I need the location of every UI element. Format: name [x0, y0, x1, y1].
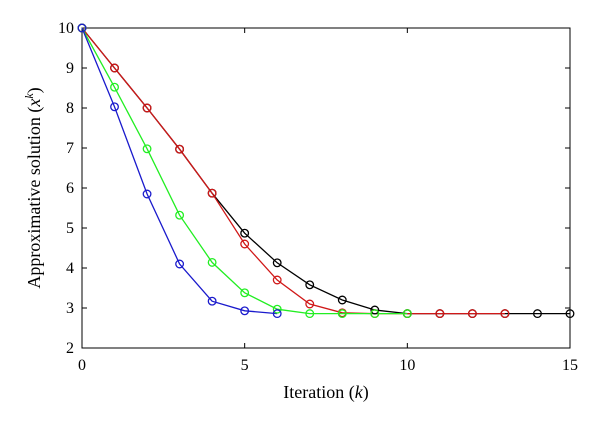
data-point: [207, 257, 217, 267]
data-point: [175, 144, 185, 154]
y-tick-label: 2: [66, 340, 74, 357]
x-axis-title: Iteration (k): [283, 382, 368, 403]
data-point: [337, 309, 347, 319]
data-point: [110, 82, 119, 92]
x-tick-label: 15: [562, 357, 578, 374]
y-tick-label: 7: [66, 140, 74, 157]
data-point: [110, 102, 119, 112]
series-line: [81, 27, 408, 315]
y-tick-label: 3: [66, 300, 74, 317]
data-point: [533, 309, 542, 319]
plot-frame: [81, 27, 571, 349]
y-tick-label: 6: [66, 180, 74, 197]
data-point: [305, 299, 315, 309]
data-point: [337, 295, 347, 305]
y-axis-title: Approximative solution (xk): [22, 87, 45, 288]
y-tick-label: 10: [58, 20, 74, 37]
series-layer: [81, 27, 570, 315]
x-tick-label: 10: [399, 357, 415, 374]
data-point: [272, 258, 282, 268]
data-point: [435, 309, 445, 319]
y-tick-label: 5: [66, 220, 74, 237]
data-point: [272, 304, 282, 314]
data-point: [467, 309, 477, 319]
data-point: [175, 210, 185, 220]
data-point: [142, 103, 152, 113]
y-tick-label: 8: [66, 100, 74, 117]
data-point: [142, 144, 152, 154]
series-line: [81, 27, 570, 315]
y-tick-label: 4: [66, 260, 74, 277]
data-point: [240, 239, 250, 249]
data-point: [110, 63, 119, 73]
x-tick-label: 0: [78, 357, 86, 374]
data-point: [240, 288, 250, 298]
y-tick-label: 9: [66, 60, 74, 77]
data-point: [175, 259, 185, 269]
data-point: [207, 188, 217, 198]
data-point: [370, 305, 380, 315]
series-line: [81, 27, 505, 315]
series-line: [81, 27, 278, 315]
data-point: [305, 280, 315, 290]
axis-ticks: 0 5 10 15 2 3 4 5 6 7 8 9 10: [58, 20, 578, 374]
data-point: [305, 309, 315, 319]
data-point: [565, 309, 575, 319]
data-point: [272, 275, 282, 285]
data-point: [272, 309, 282, 319]
data-point: [500, 309, 510, 319]
data-point: [142, 189, 152, 199]
x-tick-label: 5: [241, 357, 249, 374]
markers-layer: [77, 23, 575, 319]
data-point: [370, 309, 380, 319]
data-point: [207, 296, 217, 306]
data-point: [240, 306, 250, 316]
data-point: [77, 23, 87, 33]
data-point: [240, 228, 250, 238]
data-point: [402, 309, 412, 319]
